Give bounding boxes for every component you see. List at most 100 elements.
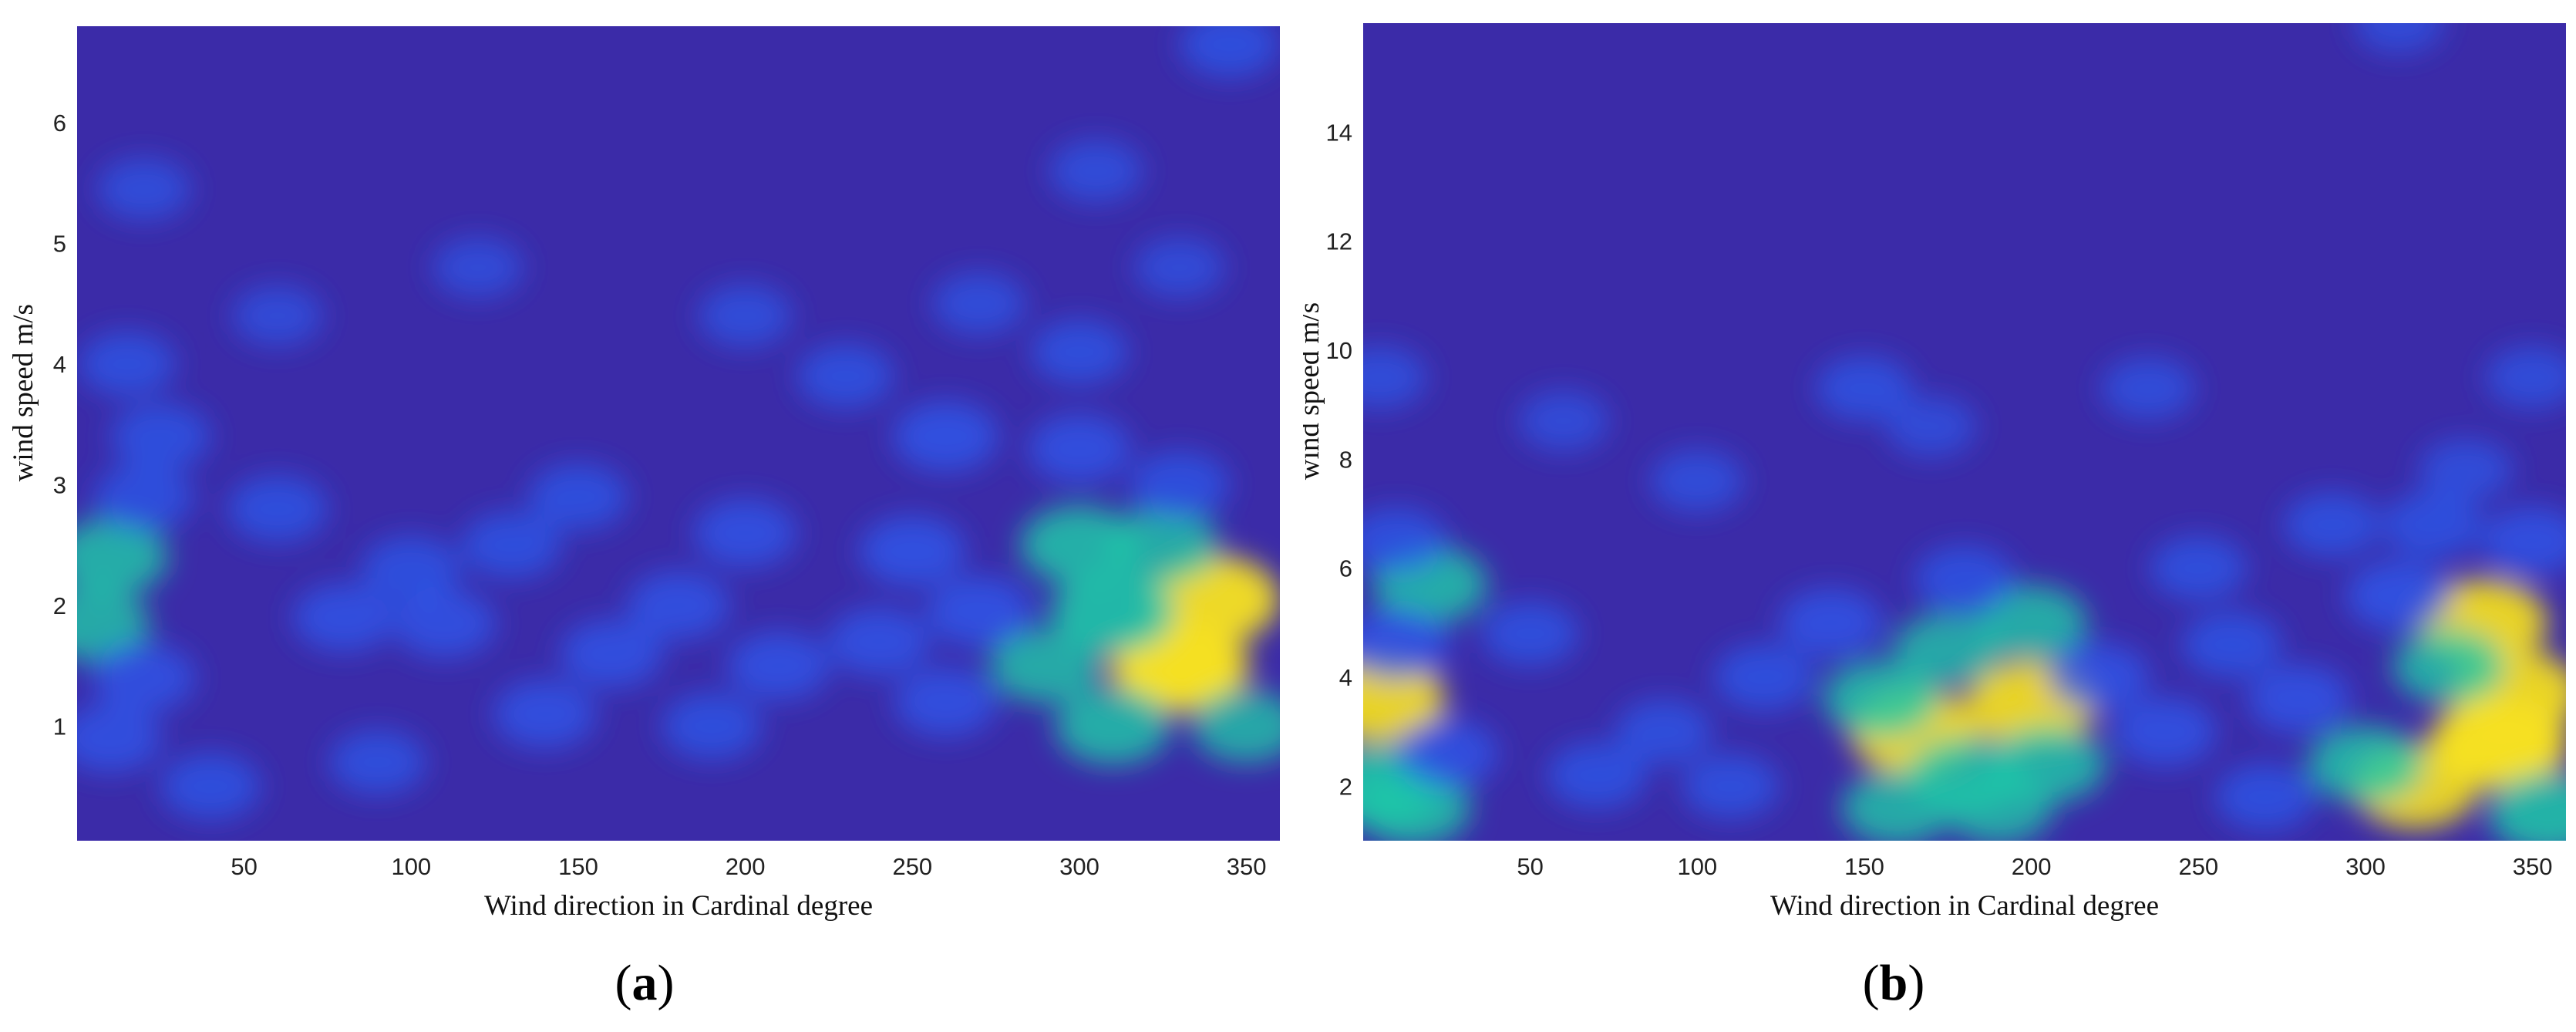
y-tick-label: 2	[1339, 773, 1352, 800]
heatmap-hotspot	[1547, 742, 1647, 809]
heatmap-hotspot	[232, 285, 323, 346]
heatmap-hotspot	[2345, 560, 2452, 631]
heatmap-hotspot	[361, 535, 461, 603]
heatmap-hotspot	[1180, 26, 1280, 78]
y-axis-label: wind speed m/s	[8, 304, 39, 481]
heatmap-hotspot	[2392, 629, 2505, 704]
heatmap-hotspot	[627, 571, 730, 640]
heatmap-hotspot	[93, 643, 196, 713]
heatmap-hotspot	[77, 586, 150, 661]
y-tick-label: 1	[53, 713, 66, 740]
heatmap-hotspot	[1518, 390, 1609, 452]
heatmap-hotspot	[893, 401, 999, 472]
heatmap-hotspot	[1975, 585, 2088, 660]
heatmap-hotspot	[227, 475, 328, 542]
x-tick-label: 250	[2178, 853, 2218, 880]
x-tick-label: 150	[1844, 853, 1884, 880]
heatmap-hotspot	[1130, 451, 1230, 518]
x-tick-label: 100	[1677, 853, 1717, 880]
heatmap-hotspot	[77, 703, 162, 773]
x-tick-label: 100	[391, 853, 431, 880]
x-tick-label: 350	[1227, 853, 1267, 880]
heatmap-hotspot	[393, 589, 497, 658]
chart-panel-b: (b) 50 100 150 200 250 300 350 2 4 6 8 10 12 14 Wind d…	[1303, 0, 2576, 1032]
heatmap-chart-a: (a) 50 100 150 200 250 300 350 1 2 3 4 5 6 Wind direc…	[8, 26, 1280, 1011]
heatmap-hotspot	[2308, 726, 2423, 803]
heatmap-hotspot	[1682, 754, 1780, 819]
heatmap-hotspot	[662, 693, 762, 760]
heatmap-hotspot	[1020, 505, 1139, 585]
heatmap-hotspot	[932, 272, 1026, 336]
y-axis-label: wind speed m/s	[1303, 302, 1325, 480]
heatmap-hotspot	[329, 730, 426, 795]
y-tick-label: 4	[1339, 664, 1352, 691]
heatmap-hotspot	[1823, 660, 1939, 737]
x-tick-label: 200	[2012, 853, 2052, 880]
x-tick-label: 300	[1059, 853, 1099, 880]
y-tick-label: 2	[53, 592, 66, 619]
heatmap-hotspot	[859, 515, 965, 587]
heatmap-hotspot	[461, 511, 561, 578]
heatmap-hotspot	[2182, 611, 2282, 678]
heatmap-hotspot	[1615, 699, 1712, 764]
heatmap-hotspot	[1055, 687, 1170, 764]
heatmap-hotspot	[2419, 438, 2513, 501]
heatmap-hotspot	[96, 157, 191, 221]
y-tick-label: 6	[1339, 555, 1352, 582]
x-tick-label: 300	[2345, 853, 2386, 880]
heatmap-hotspot	[1395, 719, 1498, 788]
heatmap-hotspot	[1914, 545, 2015, 612]
heatmap-hotspot	[926, 576, 1032, 647]
heatmap-hotspot	[1051, 570, 1175, 653]
heatmap-hotspot	[2382, 491, 2483, 558]
heatmap-hotspot	[2489, 773, 2566, 841]
heatmap-hotspot	[160, 753, 261, 820]
heatmap-hotspot	[2215, 764, 2315, 831]
heatmap-hotspot	[796, 343, 894, 409]
x-tick-label: 150	[558, 853, 598, 880]
y-tick-label: 8	[1339, 446, 1352, 473]
y-tick-label: 3	[53, 471, 66, 498]
heatmap-hotspot	[293, 583, 396, 652]
heatmap-hotspot	[1780, 588, 1883, 657]
heatmap-hotspot	[94, 464, 194, 531]
x-axis-label: Wind direction in Cardinal degree	[484, 890, 873, 922]
chart-panel-a: (a) 50 100 150 200 250 300 350 1 2 3 4 5 6 Wind direc…	[8, 26, 1280, 1011]
heatmap-hotspot	[1192, 690, 1280, 763]
heatmap-hotspot	[1134, 237, 1225, 298]
heatmap-hotspot	[1943, 771, 2052, 841]
heatmap-hotspot	[1893, 613, 2002, 686]
x-tick-label: 350	[2513, 853, 2553, 880]
y-tick-label: 14	[1326, 119, 1352, 146]
heatmap-hotspot	[1031, 319, 1128, 385]
heatmap-hotspot	[694, 498, 797, 568]
heatmap-hotspot	[990, 628, 1103, 703]
heatmap-cells	[1363, 23, 2566, 841]
y-tick-label: 5	[53, 231, 66, 258]
y-tick-label: 6	[53, 110, 66, 137]
heatmap-cells	[77, 26, 1280, 820]
heatmap-hotspot	[2150, 535, 2248, 601]
heatmap-hotspot	[2113, 697, 2217, 767]
heatmap-hotspot	[2046, 642, 2150, 712]
heatmap-hotspot	[1028, 414, 1131, 483]
heatmap-hotspot	[528, 464, 628, 531]
heatmap-hotspot	[827, 607, 931, 676]
heatmap-hotspot	[2247, 664, 2350, 734]
heatmap-hotspot	[1049, 140, 1143, 203]
heatmap-hotspot	[1650, 450, 1745, 513]
heatmap-hotspot	[1363, 508, 1446, 575]
heatmap-hotspot	[2353, 23, 2445, 54]
heatmap-hotspot	[2485, 346, 2566, 409]
heatmap-hotspot	[894, 667, 998, 737]
heatmap-hotspot	[433, 237, 524, 298]
heatmap-hotspot	[110, 403, 210, 470]
heatmap-hotspot	[1885, 396, 1977, 457]
heatmap-hotspot	[2283, 492, 2381, 557]
heatmap-hotspot	[1106, 508, 1219, 583]
y-tick-label: 12	[1326, 228, 1352, 255]
x-tick-label: 200	[726, 853, 766, 880]
heatmap-hotspot	[727, 631, 830, 700]
heatmap-hotspot	[1714, 643, 1814, 711]
heatmap-hotspot	[1363, 609, 1450, 680]
